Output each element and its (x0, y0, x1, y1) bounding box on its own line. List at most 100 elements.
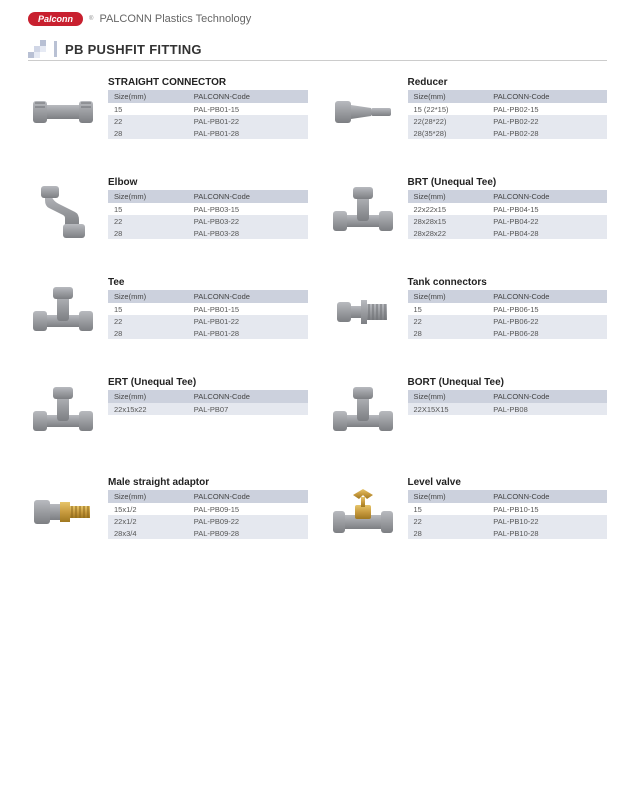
table-row: 22 PAL-PB01-22 (108, 115, 308, 127)
product-title: ERT (Unequal Tee) (108, 377, 308, 388)
size-cell: 28 (108, 327, 188, 339)
product-info: BRT (Unequal Tee) Size(mm) PALCONN-Code … (408, 177, 608, 239)
code-cell: PAL-PB02-28 (487, 127, 607, 139)
table-row: 22 PAL-PB03-22 (108, 215, 308, 227)
product-image (28, 277, 98, 347)
product-info: Tee Size(mm) PALCONN-Code 15 PAL-PB01-15… (108, 277, 308, 339)
col-code: PALCONN-Code (487, 90, 607, 103)
logo-badge: Palconn (28, 12, 83, 26)
size-cell: 28 (108, 227, 188, 239)
product-info: Level valve Size(mm) PALCONN-Code 15 PAL… (408, 477, 608, 539)
col-size: Size(mm) (108, 90, 188, 103)
code-cell: PAL-PB06-22 (487, 315, 607, 327)
product-image (328, 77, 398, 147)
page-header: Palconn ® PALCONN Plastics Technology (28, 12, 607, 26)
product-info: Tank connectors Size(mm) PALCONN-Code 15… (408, 277, 608, 339)
table-row: 22x1/2 PAL-PB09-22 (108, 515, 308, 527)
size-cell: 15x1/2 (108, 503, 188, 515)
product-title: Level valve (408, 477, 608, 488)
col-size: Size(mm) (108, 290, 188, 303)
size-cell: 15 (408, 503, 488, 515)
product-image (328, 477, 398, 547)
table-row: 15 PAL-PB06-15 (408, 303, 608, 315)
product-card: Tee Size(mm) PALCONN-Code 15 PAL-PB01-15… (28, 277, 308, 347)
product-info: STRAIGHT CONNECTOR Size(mm) PALCONN-Code… (108, 77, 308, 139)
col-size: Size(mm) (408, 90, 488, 103)
size-cell: 28 (108, 127, 188, 139)
table-row: 28x28x22 PAL-PB04-28 (408, 227, 608, 239)
col-code: PALCONN-Code (487, 490, 607, 503)
size-cell: 15 (408, 303, 488, 315)
product-grid: STRAIGHT CONNECTOR Size(mm) PALCONN-Code… (28, 77, 607, 547)
size-cell: 22(28*22) (408, 115, 488, 127)
product-card: ERT (Unequal Tee) Size(mm) PALCONN-Code … (28, 377, 308, 447)
table-row: 15 PAL-PB10-15 (408, 503, 608, 515)
table-row: 22 PAL-PB06-22 (408, 315, 608, 327)
product-title: Tank connectors (408, 277, 608, 288)
col-size: Size(mm) (108, 490, 188, 503)
registered-mark: ® (89, 16, 93, 22)
table-row: 15 PAL-PB01-15 (108, 103, 308, 115)
size-cell: 28x3/4 (108, 527, 188, 539)
table-row: 28 PAL-PB06-28 (408, 327, 608, 339)
spec-table: Size(mm) PALCONN-Code 15 PAL-PB01-15 22 … (108, 90, 308, 139)
table-row: 28x3/4 PAL-PB09-28 (108, 527, 308, 539)
product-image (328, 377, 398, 447)
title-divider (54, 41, 57, 57)
spec-table: Size(mm) PALCONN-Code 15 PAL-PB01-15 22 … (108, 290, 308, 339)
code-cell: PAL-PB04-22 (487, 215, 607, 227)
size-cell: 15 (108, 203, 188, 215)
col-code: PALCONN-Code (188, 290, 308, 303)
product-card: Tank connectors Size(mm) PALCONN-Code 15… (328, 277, 608, 347)
col-code: PALCONN-Code (487, 390, 607, 403)
product-card: STRAIGHT CONNECTOR Size(mm) PALCONN-Code… (28, 77, 308, 147)
col-size: Size(mm) (108, 190, 188, 203)
code-cell: PAL-PB09-28 (188, 527, 308, 539)
code-cell: PAL-PB01-15 (188, 103, 308, 115)
code-cell: PAL-PB03-15 (188, 203, 308, 215)
code-cell: PAL-PB10-22 (487, 515, 607, 527)
table-row: 28(35*28) PAL-PB02-28 (408, 127, 608, 139)
code-cell: PAL-PB09-22 (188, 515, 308, 527)
size-cell: 22 (408, 515, 488, 527)
code-cell: PAL-PB01-15 (188, 303, 308, 315)
code-cell: PAL-PB01-28 (188, 327, 308, 339)
code-cell: PAL-PB10-28 (487, 527, 607, 539)
code-cell: PAL-PB03-28 (188, 227, 308, 239)
size-cell: 28 (408, 527, 488, 539)
code-cell: PAL-PB02-22 (487, 115, 607, 127)
product-card: Level valve Size(mm) PALCONN-Code 15 PAL… (328, 477, 608, 547)
code-cell: PAL-PB09-15 (188, 503, 308, 515)
code-cell: PAL-PB02-15 (487, 103, 607, 115)
table-row: 15 (22*15) PAL-PB02-15 (408, 103, 608, 115)
product-card: Reducer Size(mm) PALCONN-Code 15 (22*15)… (328, 77, 608, 147)
spec-table: Size(mm) PALCONN-Code 22x15x22 PAL-PB07 (108, 390, 308, 415)
code-cell: PAL-PB10-15 (487, 503, 607, 515)
code-cell: PAL-PB06-28 (487, 327, 607, 339)
size-cell: 22 (108, 315, 188, 327)
product-title: Reducer (408, 77, 608, 88)
product-title: BRT (Unequal Tee) (408, 177, 608, 188)
col-size: Size(mm) (408, 490, 488, 503)
size-cell: 28(35*28) (408, 127, 488, 139)
spec-table: Size(mm) PALCONN-Code 15 (22*15) PAL-PB0… (408, 90, 608, 139)
size-cell: 22x22x15 (408, 203, 488, 215)
spec-table: Size(mm) PALCONN-Code 22X15X15 PAL-PB08 (408, 390, 608, 415)
table-row: 22 PAL-PB01-22 (108, 315, 308, 327)
col-size: Size(mm) (408, 290, 488, 303)
brand-text: PALCONN Plastics Technology (99, 13, 251, 25)
table-row: 22 PAL-PB10-22 (408, 515, 608, 527)
table-row: 28 PAL-PB03-28 (108, 227, 308, 239)
spec-table: Size(mm) PALCONN-Code 15 PAL-PB10-15 22 … (408, 490, 608, 539)
product-image (328, 177, 398, 247)
table-row: 28 PAL-PB10-28 (408, 527, 608, 539)
code-cell: PAL-PB01-22 (188, 115, 308, 127)
table-row: 28 PAL-PB01-28 (108, 327, 308, 339)
table-row: 22X15X15 PAL-PB08 (408, 403, 608, 415)
size-cell: 22 (108, 115, 188, 127)
spec-table: Size(mm) PALCONN-Code 22x22x15 PAL-PB04-… (408, 190, 608, 239)
table-row: 22(28*22) PAL-PB02-22 (408, 115, 608, 127)
product-title: Elbow (108, 177, 308, 188)
code-cell: PAL-PB04-28 (487, 227, 607, 239)
product-card: BORT (Unequal Tee) Size(mm) PALCONN-Code… (328, 377, 608, 447)
